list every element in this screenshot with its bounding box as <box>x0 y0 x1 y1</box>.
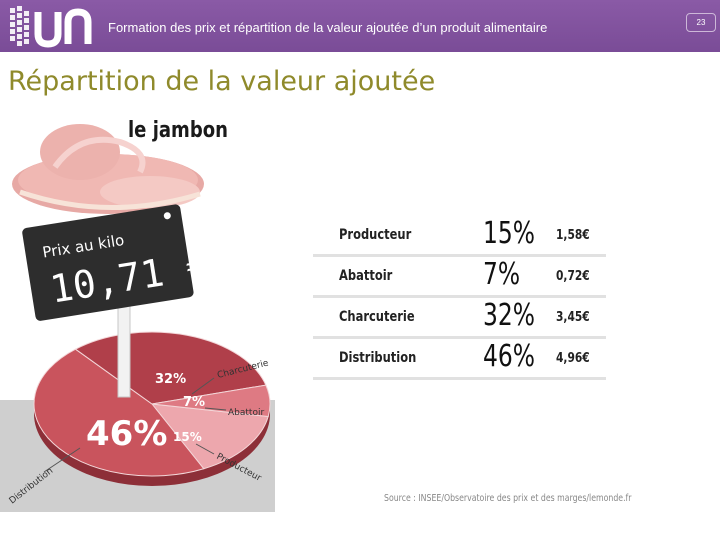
price-tag: Prix au kilo 10,71 € <box>22 204 212 321</box>
header-title: Formation des prix et répartition de la … <box>108 20 548 35</box>
row-label: Charcuterie <box>339 309 415 325</box>
pie-chart <box>33 331 271 486</box>
header-bar: Formation des prix et répartition de la … <box>0 0 720 52</box>
row-percent: 32% <box>483 298 536 333</box>
table-row: Producteur 15% 1,58€ <box>313 216 606 257</box>
pie-slice-producteur <box>150 403 269 470</box>
pie-slice-abattoir <box>151 384 271 418</box>
row-percent: 15% <box>483 216 536 251</box>
pie-name-abattoir: Abattoir <box>228 408 264 418</box>
value-table: Producteur 15% 1,58€ Abattoir 7% 0,72€ C… <box>313 216 606 380</box>
pie-label-distribution-percent: 46% <box>86 414 167 454</box>
slide-number: 23 <box>686 13 716 32</box>
pie-slice-distribution <box>33 348 205 477</box>
pie-label-abattoir-percent: 7% <box>183 395 205 410</box>
row-label: Producteur <box>339 227 412 243</box>
row-euro: 0,72€ <box>556 269 590 284</box>
table-row: Charcuterie 32% 3,45€ <box>313 298 606 339</box>
row-label: Abattoir <box>339 268 393 284</box>
ham-slice-icon <box>12 124 204 214</box>
source-note: Source : INSEE/Observatoire des prix et … <box>384 493 632 504</box>
section-title: Répartition de la valeur ajoutée <box>8 66 436 97</box>
row-percent: 46% <box>483 339 536 374</box>
table-row: Distribution 46% 4,96€ <box>313 339 606 380</box>
row-label: Distribution <box>339 350 417 366</box>
row-euro: 1,58€ <box>556 228 590 243</box>
pie-label-producteur-percent: 15% <box>173 430 202 444</box>
pie-label-charcuterie-percent: 32% <box>155 372 186 387</box>
un-logo-icon <box>10 6 92 48</box>
product-title: le jambon <box>128 118 229 143</box>
row-euro: 4,96€ <box>556 351 590 366</box>
row-euro: 3,45€ <box>556 310 590 325</box>
price-tag-stick <box>117 296 131 398</box>
ham-infographic: Prix au kilo 10,71 € 32% 7% 15% 46% Char… <box>0 112 275 512</box>
row-percent: 7% <box>483 257 521 292</box>
table-row: Abattoir 7% 0,72€ <box>313 257 606 298</box>
